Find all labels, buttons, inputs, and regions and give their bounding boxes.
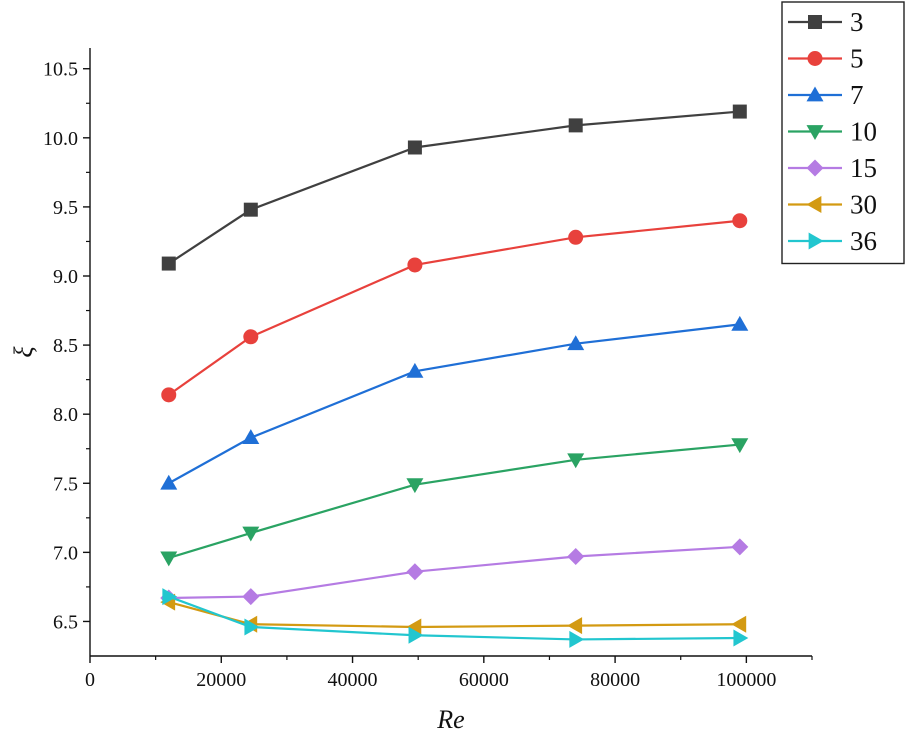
data-point-triangle-down xyxy=(731,438,749,454)
data-point-circle xyxy=(732,213,748,229)
legend-entry-30: 30 xyxy=(788,190,877,220)
data-point-square xyxy=(407,140,422,155)
legend-box xyxy=(781,1,905,265)
series-line-15 xyxy=(168,545,740,600)
series-line-7 xyxy=(168,323,740,485)
data-point-triangle-down xyxy=(806,125,824,140)
data-point-diamond xyxy=(731,538,749,556)
series-layer xyxy=(160,104,749,648)
y-tick-label: 10.5 xyxy=(43,59,78,81)
data-point-triangle-down xyxy=(567,453,585,469)
y-tick-label: 10.0 xyxy=(43,128,78,150)
y-tick-label: 8.0 xyxy=(53,404,78,426)
data-point-triangle-right xyxy=(408,626,424,644)
legend-entry-3: 3 xyxy=(788,7,864,37)
data-point-diamond xyxy=(242,588,260,606)
data-point-triangle-down xyxy=(242,526,260,542)
legend-entry-36: 36 xyxy=(788,226,877,256)
data-point-circle xyxy=(568,229,584,245)
legend-label: 7 xyxy=(850,80,864,110)
data-point-triangle-left xyxy=(406,618,422,636)
legend-label: 36 xyxy=(850,226,877,256)
legend-label: 10 xyxy=(850,117,877,147)
y-tick-label: 9.0 xyxy=(53,266,78,288)
data-point-square xyxy=(568,118,583,133)
data-point-square xyxy=(161,256,176,271)
y-tick-label: 6.5 xyxy=(53,611,78,633)
data-point-triangle-up xyxy=(242,429,260,445)
legend-entry-10: 10 xyxy=(788,117,877,147)
legend-label: 15 xyxy=(850,153,877,183)
y-tick-label: 9.5 xyxy=(53,197,78,219)
series-line-5 xyxy=(168,219,740,396)
x-tick-label: 20000 xyxy=(196,669,246,691)
data-point-triangle-down xyxy=(160,551,178,567)
series-line-3 xyxy=(168,110,740,265)
x-tick-label: 40000 xyxy=(328,669,378,691)
series-36 xyxy=(162,588,749,648)
data-point-triangle-up xyxy=(731,315,749,331)
x-tick-label: 100000 xyxy=(716,669,776,691)
y-tick-label: 7.0 xyxy=(53,542,78,564)
data-point-circle xyxy=(161,387,177,403)
data-point-triangle-up xyxy=(406,362,424,378)
y-tick-label: 8.5 xyxy=(53,335,78,357)
series-7 xyxy=(160,315,749,490)
data-point-triangle-up xyxy=(160,474,178,490)
data-point-triangle-left xyxy=(806,196,822,213)
data-point-triangle-up xyxy=(567,335,585,351)
data-point-diamond xyxy=(567,548,585,566)
axes: 0 20000 40000 60000 80000 100000 6.5 7.0 7.5 8.0 8… xyxy=(43,48,813,691)
y-tick-label: 7.5 xyxy=(53,473,78,495)
series-5 xyxy=(161,213,748,403)
x-axis-label: Re xyxy=(436,705,464,734)
legend-entry-5: 5 xyxy=(788,44,864,74)
data-point-square xyxy=(732,104,747,119)
data-point-diamond xyxy=(406,563,424,581)
data-point-square xyxy=(808,15,822,29)
data-point-square xyxy=(243,202,258,217)
legend-entry-7: 7 xyxy=(788,80,864,110)
data-point-circle xyxy=(243,329,259,345)
y-axis-label: ξ xyxy=(9,346,38,358)
data-point-triangle-right xyxy=(569,630,585,648)
data-point-triangle-down xyxy=(406,478,424,494)
x-tick-label: 60000 xyxy=(459,669,509,691)
data-point-triangle-right xyxy=(808,232,824,250)
series-3 xyxy=(161,104,747,271)
data-point-triangle-left xyxy=(731,615,747,633)
data-point-triangle-right xyxy=(244,618,260,636)
legend-label: 30 xyxy=(850,190,877,220)
series-15 xyxy=(160,538,749,607)
legend-entry-15: 15 xyxy=(788,153,877,183)
data-point-circle xyxy=(807,51,823,66)
series-line-10 xyxy=(168,443,740,559)
legend: 3 5 7 10 15 30 36 xyxy=(781,1,905,265)
data-point-triangle-up xyxy=(806,86,824,102)
data-point-triangle-left xyxy=(567,617,583,635)
x-tick-label: 0 xyxy=(85,669,95,691)
data-point-diamond xyxy=(806,159,824,177)
legend-label: 3 xyxy=(850,7,864,37)
legend-label: 5 xyxy=(850,44,864,74)
series-10 xyxy=(160,438,749,567)
data-point-triangle-right xyxy=(162,588,178,606)
data-point-triangle-right xyxy=(733,629,749,647)
x-tick-label: 80000 xyxy=(590,669,640,691)
data-point-circle xyxy=(407,257,423,273)
